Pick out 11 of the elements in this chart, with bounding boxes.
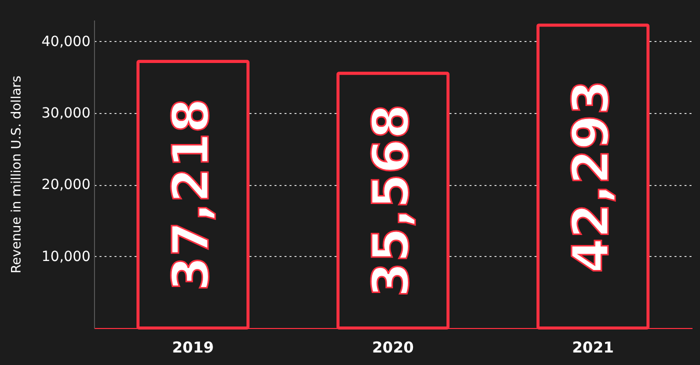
y-tick-label: 40,000 bbox=[42, 34, 90, 50]
y-axis-title: Revenue in million U.S. dollars bbox=[10, 75, 25, 274]
y-tick-label: 20,000 bbox=[42, 177, 90, 194]
x-tick-label: 2020 bbox=[372, 338, 414, 356]
data-label: 35,568 bbox=[362, 104, 420, 298]
x-tick-label: 2021 bbox=[572, 338, 614, 356]
y-tick-label: 10,000 bbox=[42, 248, 90, 265]
y-tick-label: 30,000 bbox=[42, 106, 90, 122]
x-tick-label: 2019 bbox=[172, 338, 214, 356]
data-label: 37,218 bbox=[162, 98, 220, 292]
data-label: 42,293 bbox=[562, 80, 620, 274]
